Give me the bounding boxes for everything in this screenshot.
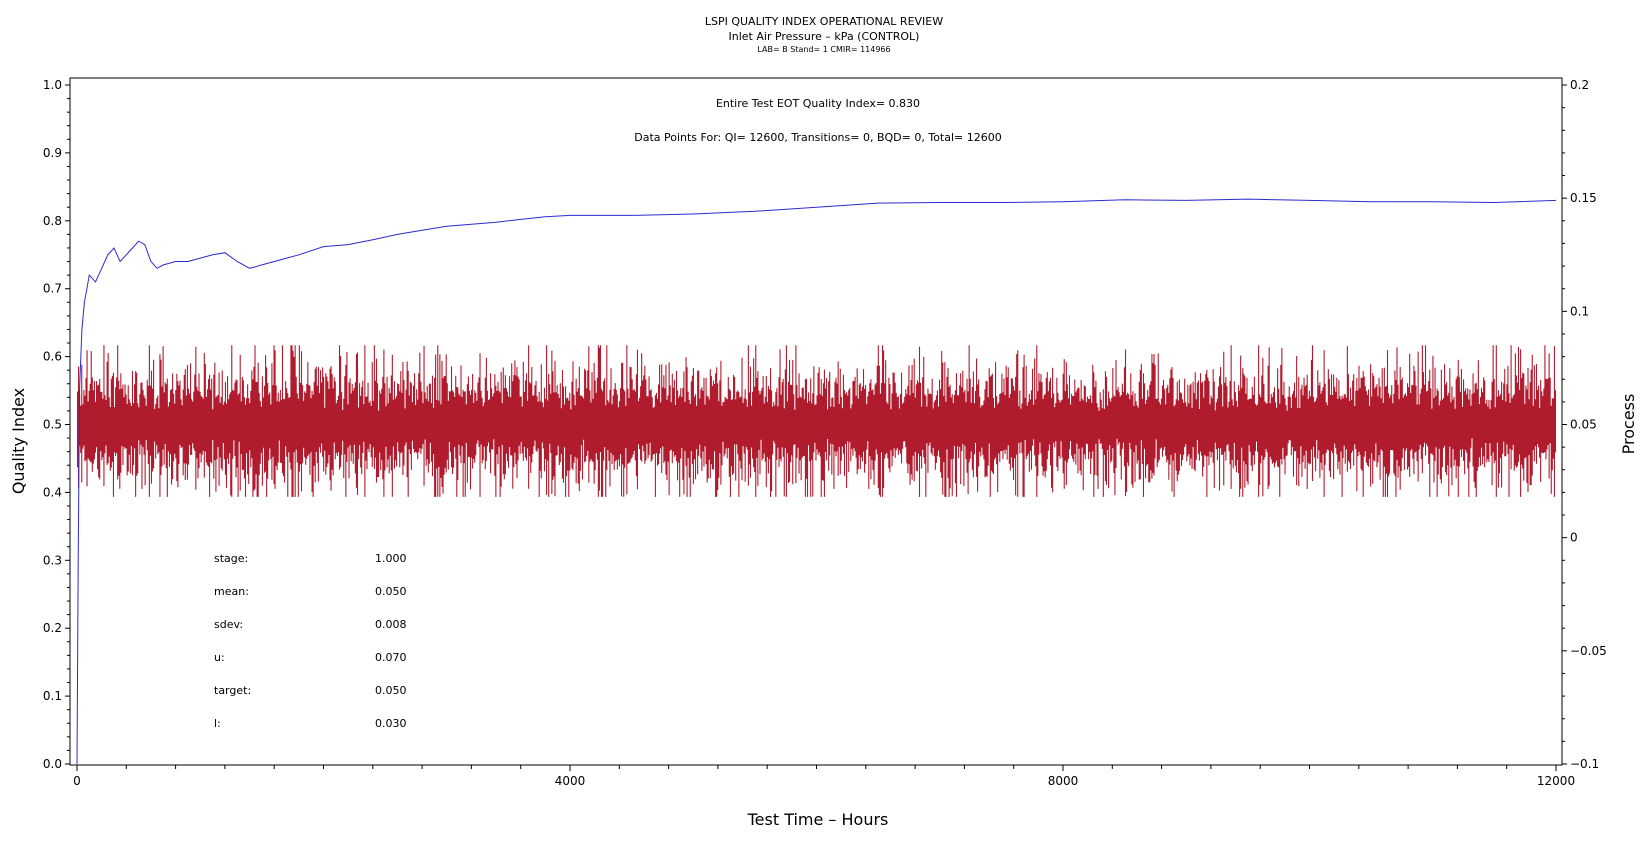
stat-value: 1.000 <box>375 552 407 565</box>
stat-value: 0.050 <box>375 684 407 697</box>
stat-label: l: <box>214 717 221 730</box>
y-right-tick-label: 0 <box>1570 531 1578 545</box>
stat-value: 0.050 <box>375 585 407 598</box>
y-right-tick-label: 0.15 <box>1570 191 1597 205</box>
plot-area <box>76 198 1557 765</box>
eot-quality-index-annotation: Entire Test EOT Quality Index= 0.830 <box>716 97 920 110</box>
chart-title: LSPI QUALITY INDEX OPERATIONAL REVIEW <box>705 15 943 28</box>
left-axis: 0.0 0.1 0.2 0.3 0.4 0.5 0.6 0.7 0.8 0.9 1.0 <box>43 78 70 771</box>
stat-label: stage: <box>214 552 248 565</box>
y-right-tick-label: 0.05 <box>1570 418 1597 432</box>
y-left-tick-label: 1.0 <box>43 78 62 92</box>
y-left-tick-label: 0.3 <box>43 553 62 567</box>
y-axis-left-label: Quality Index <box>9 388 28 494</box>
y-right-tick-label: −0.05 <box>1570 644 1607 658</box>
stats-block: stage: 1.000 mean: 0.050 sdev: 0.008 u: 0.070 ta… <box>214 552 407 730</box>
x-tick-label: 8000 <box>1048 774 1079 788</box>
y-left-tick-label: 0.5 <box>43 418 62 432</box>
stat-label: mean: <box>214 585 249 598</box>
x-tick-label: 12000 <box>1537 774 1575 788</box>
y-axis-right-label: Process <box>1619 394 1638 455</box>
stat-value: 0.070 <box>375 651 407 664</box>
x-tick-label: 0 <box>73 774 81 788</box>
y-left-tick-label: 0.4 <box>43 485 62 499</box>
x-tick-label: 4000 <box>555 774 586 788</box>
y-right-tick-label: 0.1 <box>1570 304 1589 318</box>
y-right-tick-label: 0.2 <box>1570 78 1589 92</box>
chart-subtitle-meta: LAB= B Stand= 1 CMIR= 114966 <box>757 45 890 54</box>
right-axis: −0.1 −0.05 0 0.05 0.1 0.15 0.2 <box>1562 78 1607 771</box>
y-left-tick-label: 0.7 <box>43 282 62 296</box>
process-series <box>76 345 1557 497</box>
data-points-annotation: Data Points For: QI= 12600, Transitions=… <box>634 131 1002 144</box>
chart-subtitle: Inlet Air Pressure – kPa (CONTROL) <box>729 30 920 43</box>
process-trace <box>76 345 1557 497</box>
quality-index-line <box>76 198 1557 765</box>
y-left-tick-label: 0.6 <box>43 350 62 364</box>
y-left-tick-label: 0.2 <box>43 621 62 635</box>
y-left-tick-label: 0.1 <box>43 689 62 703</box>
stat-label: sdev: <box>214 618 243 631</box>
y-left-tick-label: 0.8 <box>43 214 62 228</box>
stat-label: target: <box>214 684 251 697</box>
y-right-tick-label: −0.1 <box>1570 757 1599 771</box>
stat-label: u: <box>214 651 225 664</box>
y-left-tick-label: 0.9 <box>43 146 62 160</box>
stat-value: 0.030 <box>375 717 407 730</box>
bottom-axis: 0 4000 8000 12000 <box>73 765 1575 788</box>
stat-value: 0.008 <box>375 618 407 631</box>
y-left-tick-label: 0.0 <box>43 757 62 771</box>
x-axis-label: Test Time – Hours <box>747 810 889 829</box>
